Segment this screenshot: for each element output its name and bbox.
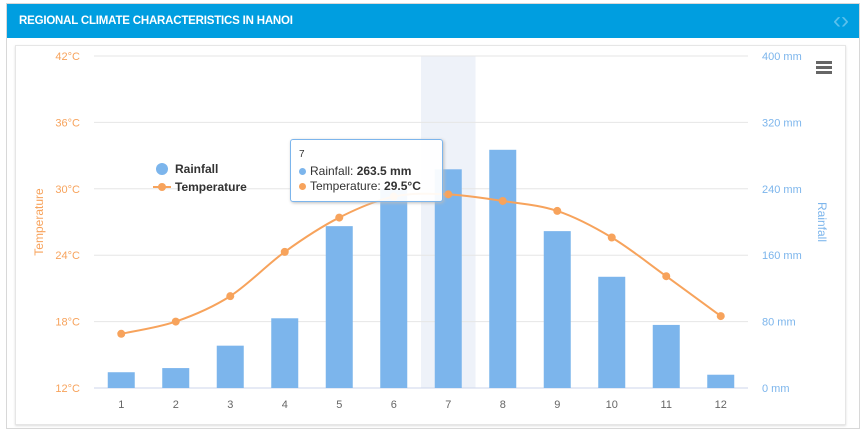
- x-tick-label: 2: [173, 399, 179, 411]
- temperature-point: [171, 317, 180, 326]
- temperature-dot-icon: [299, 183, 306, 190]
- x-tick-label: 7: [445, 399, 451, 411]
- left-tick-label: 18°C: [55, 317, 80, 329]
- panel-title: REGIONAL CLIMATE CHARACTERISTICS IN HANO…: [19, 15, 293, 27]
- left-tick-label: 30°C: [55, 184, 80, 196]
- x-tick-label: 12: [715, 399, 727, 411]
- right-axis-title: Rainfall: [815, 202, 829, 242]
- left-tick-label: 24°C: [55, 250, 80, 262]
- temperature-point: [498, 196, 507, 205]
- right-tick-label: 80 mm: [762, 317, 796, 329]
- left-axis-title: Temperature: [32, 188, 46, 256]
- right-tick-label: 400 mm: [762, 51, 802, 63]
- hamburger-menu-icon[interactable]: [816, 61, 832, 76]
- temperature-point: [662, 272, 671, 281]
- tooltip-temp-value: 29.5°C: [384, 179, 421, 193]
- right-tick-label: 320 mm: [762, 117, 802, 129]
- x-tick-label: 3: [227, 399, 233, 411]
- legend-temperature-symbol: [158, 183, 166, 191]
- right-tick-label: 240 mm: [762, 184, 802, 196]
- temperature-point: [335, 213, 344, 222]
- rainfall-bar: [434, 169, 462, 388]
- x-tick-label: 1: [118, 399, 124, 411]
- x-tick-label: 6: [391, 399, 397, 411]
- rainfall-bar: [107, 372, 135, 388]
- tooltip-title: 7: [299, 149, 305, 160]
- rainfall-bar: [162, 368, 190, 388]
- rainfall-bar: [216, 345, 244, 388]
- rainfall-bar: [707, 374, 735, 388]
- rainfall-bar: [652, 324, 680, 388]
- rainfall-bar: [598, 276, 626, 388]
- left-tick-label: 12°C: [55, 383, 80, 395]
- x-tick-label: 5: [336, 399, 342, 411]
- x-tick-label: 4: [282, 399, 288, 411]
- temperature-point: [444, 190, 453, 199]
- temperature-point: [716, 312, 725, 321]
- right-tick-label: 160 mm: [762, 250, 802, 262]
- temperature-point: [280, 247, 289, 256]
- chevrons-left-right-icon[interactable]: ‹›: [833, 7, 849, 34]
- rainfall-bar: [489, 149, 517, 388]
- legend-rainfall-symbol: [156, 163, 168, 175]
- legend-temperature-label: Temperature: [175, 180, 247, 194]
- temperature-point: [117, 329, 126, 338]
- legend-rainfall-label: Rainfall: [175, 162, 218, 176]
- tooltip-rainfall-value: 263.5 mm: [356, 164, 412, 178]
- temperature-point: [607, 233, 616, 242]
- x-tick-label: 11: [661, 399, 672, 411]
- x-tick-label: 8: [500, 399, 506, 411]
- rainfall-bar: [271, 318, 299, 388]
- rainfall-bar: [543, 231, 571, 388]
- rainfall-bar: [325, 226, 353, 388]
- tooltip-temp-label: Temperature:: [310, 179, 385, 193]
- tooltip: 7 Rainfall: 263.5 mm Temperature: 29.5°C: [290, 139, 443, 202]
- temperature-point: [226, 292, 235, 301]
- left-tick-label: 42°C: [55, 51, 80, 63]
- temperature-point: [553, 206, 562, 215]
- x-tick-label: 10: [606, 399, 618, 411]
- rainfall-dot-icon: [299, 168, 306, 175]
- x-tick-label: 9: [554, 399, 560, 411]
- right-tick-label: 0 mm: [762, 383, 790, 395]
- chart-card: [15, 45, 846, 425]
- rainfall-bar: [380, 189, 408, 388]
- tooltip-rainfall-label: Rainfall:: [310, 164, 357, 178]
- left-tick-label: 36°C: [55, 117, 80, 129]
- panel-header: REGIONAL CLIMATE CHARACTERISTICS IN HANO…: [7, 4, 859, 38]
